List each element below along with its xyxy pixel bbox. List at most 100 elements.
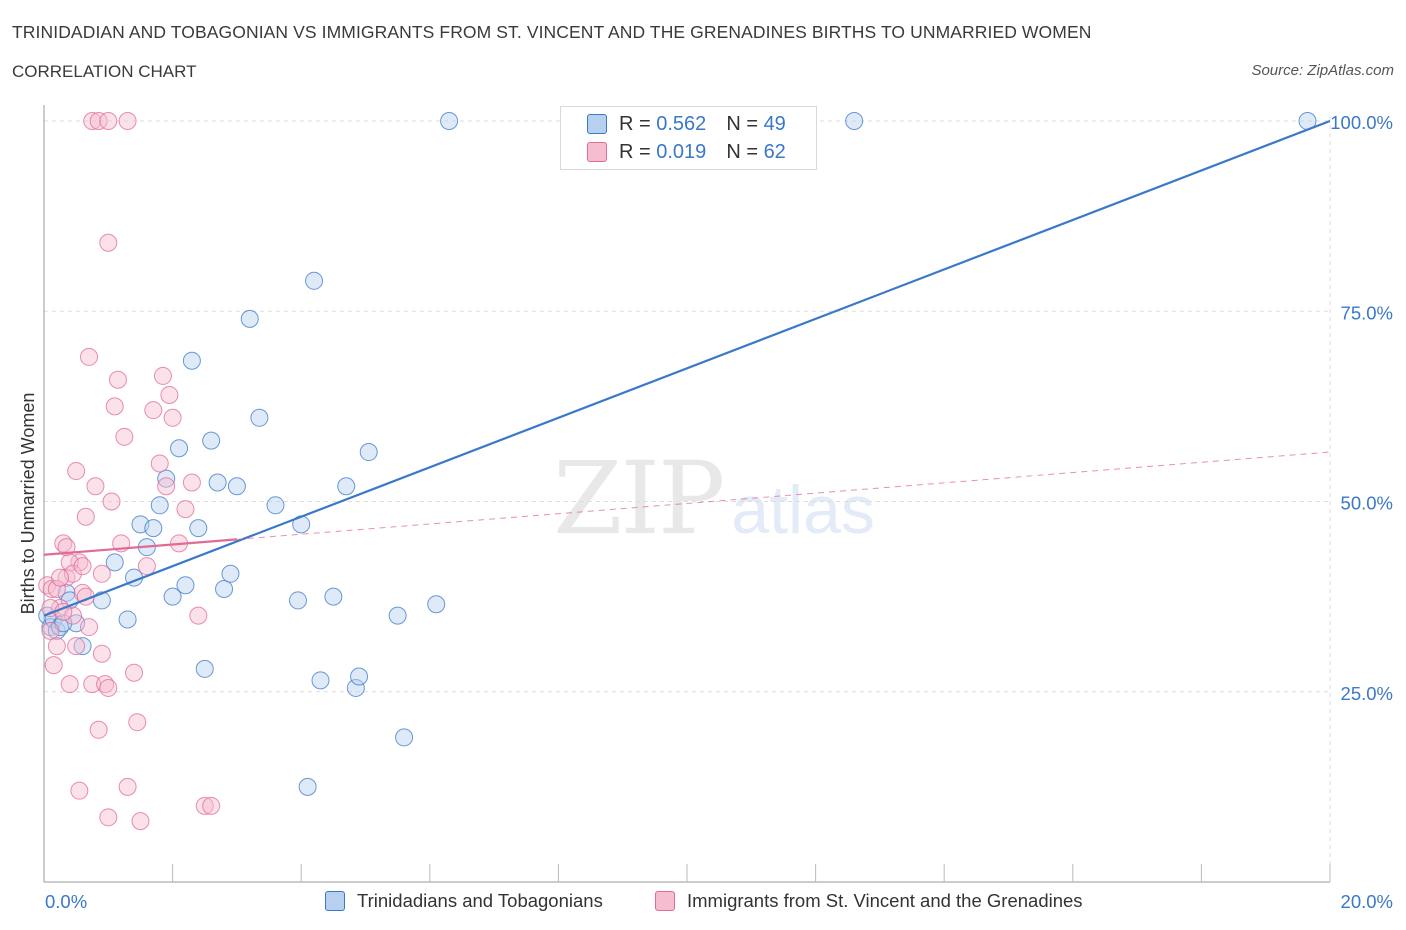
data-point-st-vincent [86, 477, 105, 496]
y-tick-label: 75.0% [1341, 302, 1393, 323]
data-point-st-vincent [160, 385, 179, 404]
data-point-trinidadian [202, 431, 221, 450]
trendline-trinidadian [43, 119, 1331, 617]
y-tick-label: 50.0% [1341, 493, 1393, 514]
data-point-st-vincent [99, 808, 118, 827]
data-point-st-vincent [137, 557, 156, 576]
data-point-trinidadian [388, 606, 407, 625]
legend-item-st-vincent[interactable]: Immigrants from St. Vincent and the Gren… [655, 890, 1083, 912]
data-point-trinidadian [189, 519, 208, 538]
data-point-st-vincent [83, 112, 102, 130]
data-point-st-vincent [99, 233, 118, 252]
data-point-trinidadian [311, 671, 330, 690]
data-point-st-vincent [153, 366, 172, 385]
data-point-st-vincent [41, 621, 60, 640]
data-point-st-vincent [73, 557, 92, 576]
data-point-trinidadian [305, 271, 324, 290]
blue-r-label: R = [619, 112, 651, 135]
data-point-st-vincent [89, 720, 108, 739]
data-point-st-vincent [76, 507, 95, 526]
data-point-trinidadian [157, 469, 176, 488]
data-point-st-vincent [131, 812, 150, 831]
data-point-st-vincent [67, 637, 86, 656]
data-point-st-vincent [176, 500, 195, 519]
legend-label-st-vincent: Immigrants from St. Vincent and the Gren… [687, 890, 1083, 911]
data-point-st-vincent [125, 663, 144, 682]
stats-legend: R = 0.562 N = 49 R = 0.019 N = 62 [560, 106, 817, 170]
data-point-st-vincent [99, 678, 118, 697]
blue-r-value: 0.562 [656, 112, 707, 135]
data-point-st-vincent [92, 644, 111, 663]
data-point-trinidadian [208, 473, 227, 492]
data-point-trinidadian [163, 587, 182, 606]
data-point-trinidadian [427, 595, 446, 614]
data-point-trinidadian [359, 443, 378, 462]
data-point-st-vincent [189, 606, 208, 625]
legend-swatch-blue [325, 891, 345, 911]
y-tick-label: 100.0% [1330, 112, 1393, 133]
data-point-st-vincent [195, 796, 214, 815]
data-point-st-vincent [128, 713, 147, 732]
series-legend: Trinidadians and Tobagonians Immigrants … [0, 890, 1406, 916]
trendline-st-vincent [43, 538, 237, 556]
data-point-trinidadian [395, 728, 414, 747]
legend-swatch-pink [655, 891, 675, 911]
data-point-trinidadian [250, 408, 269, 427]
blue-n-value: 49 [763, 112, 786, 135]
data-point-st-vincent [118, 777, 137, 796]
pink-r-label: R = [619, 140, 651, 163]
data-point-st-vincent [57, 538, 76, 557]
pink-swatch [587, 142, 607, 162]
chart-title: TRINIDADIAN AND TOBAGONIAN VS IMMIGRANTS… [12, 22, 1092, 42]
blue-swatch [587, 114, 607, 134]
chart-subtitle: CORRELATION CHART [12, 62, 197, 81]
data-point-trinidadian [150, 496, 169, 515]
data-point-trinidadian [221, 564, 240, 583]
legend-item-trinidadians[interactable]: Trinidadians and Tobagonians [325, 890, 603, 912]
data-point-trinidadian [105, 553, 124, 572]
data-point-st-vincent [60, 675, 79, 694]
data-point-trinidadian [337, 477, 356, 496]
data-point-st-vincent [47, 637, 66, 656]
blue-n-label: N = [726, 112, 758, 135]
stats-legend-row-pink: R = 0.019 N = 62 [561, 138, 786, 166]
data-point-st-vincent [51, 568, 70, 587]
pink-r-value: 0.019 [656, 140, 707, 163]
data-point-trinidadian [118, 610, 137, 629]
data-point-st-vincent [144, 401, 163, 420]
data-point-st-vincent [108, 370, 127, 389]
data-point-st-vincent [89, 112, 108, 130]
data-point-trinidadian [73, 637, 92, 656]
source-label: Source: ZipAtlas.com [1251, 62, 1394, 79]
data-point-trinidadian [350, 667, 369, 686]
data-point-trinidadian [170, 439, 189, 458]
data-point-trinidadian [240, 309, 259, 328]
data-point-st-vincent [80, 618, 99, 637]
legend-label-trinidadians: Trinidadians and Tobagonians [357, 890, 603, 911]
watermark-zip: ZIP [553, 440, 725, 557]
data-point-st-vincent [80, 347, 99, 366]
data-point-trinidadian [288, 591, 307, 610]
data-point-st-vincent [157, 477, 176, 496]
data-point-trinidadian [440, 112, 459, 130]
pink-n-value: 62 [763, 140, 786, 163]
data-point-st-vincent [47, 580, 66, 599]
data-point-st-vincent [163, 408, 182, 427]
data-point-trinidadian [324, 587, 343, 606]
data-point-trinidadian [215, 580, 234, 599]
data-point-st-vincent [102, 492, 121, 511]
data-point-trinidadian [195, 659, 214, 678]
data-point-trinidadian [346, 678, 365, 697]
trendline-st-vincent-dashed [236, 451, 1331, 540]
stats-legend-row-blue: R = 0.562 N = 49 [561, 110, 786, 138]
data-point-trinidadian [227, 477, 246, 496]
data-point-trinidadian [266, 496, 285, 515]
x-tick-label: 20.0% [1341, 891, 1393, 912]
data-point-st-vincent [105, 397, 124, 416]
y-axis-label: Births to Unmarried Women [18, 393, 38, 615]
data-point-trinidadian [298, 777, 317, 796]
data-point-st-vincent [92, 564, 111, 583]
data-point-st-vincent [70, 781, 89, 800]
data-point-st-vincent [63, 606, 82, 625]
